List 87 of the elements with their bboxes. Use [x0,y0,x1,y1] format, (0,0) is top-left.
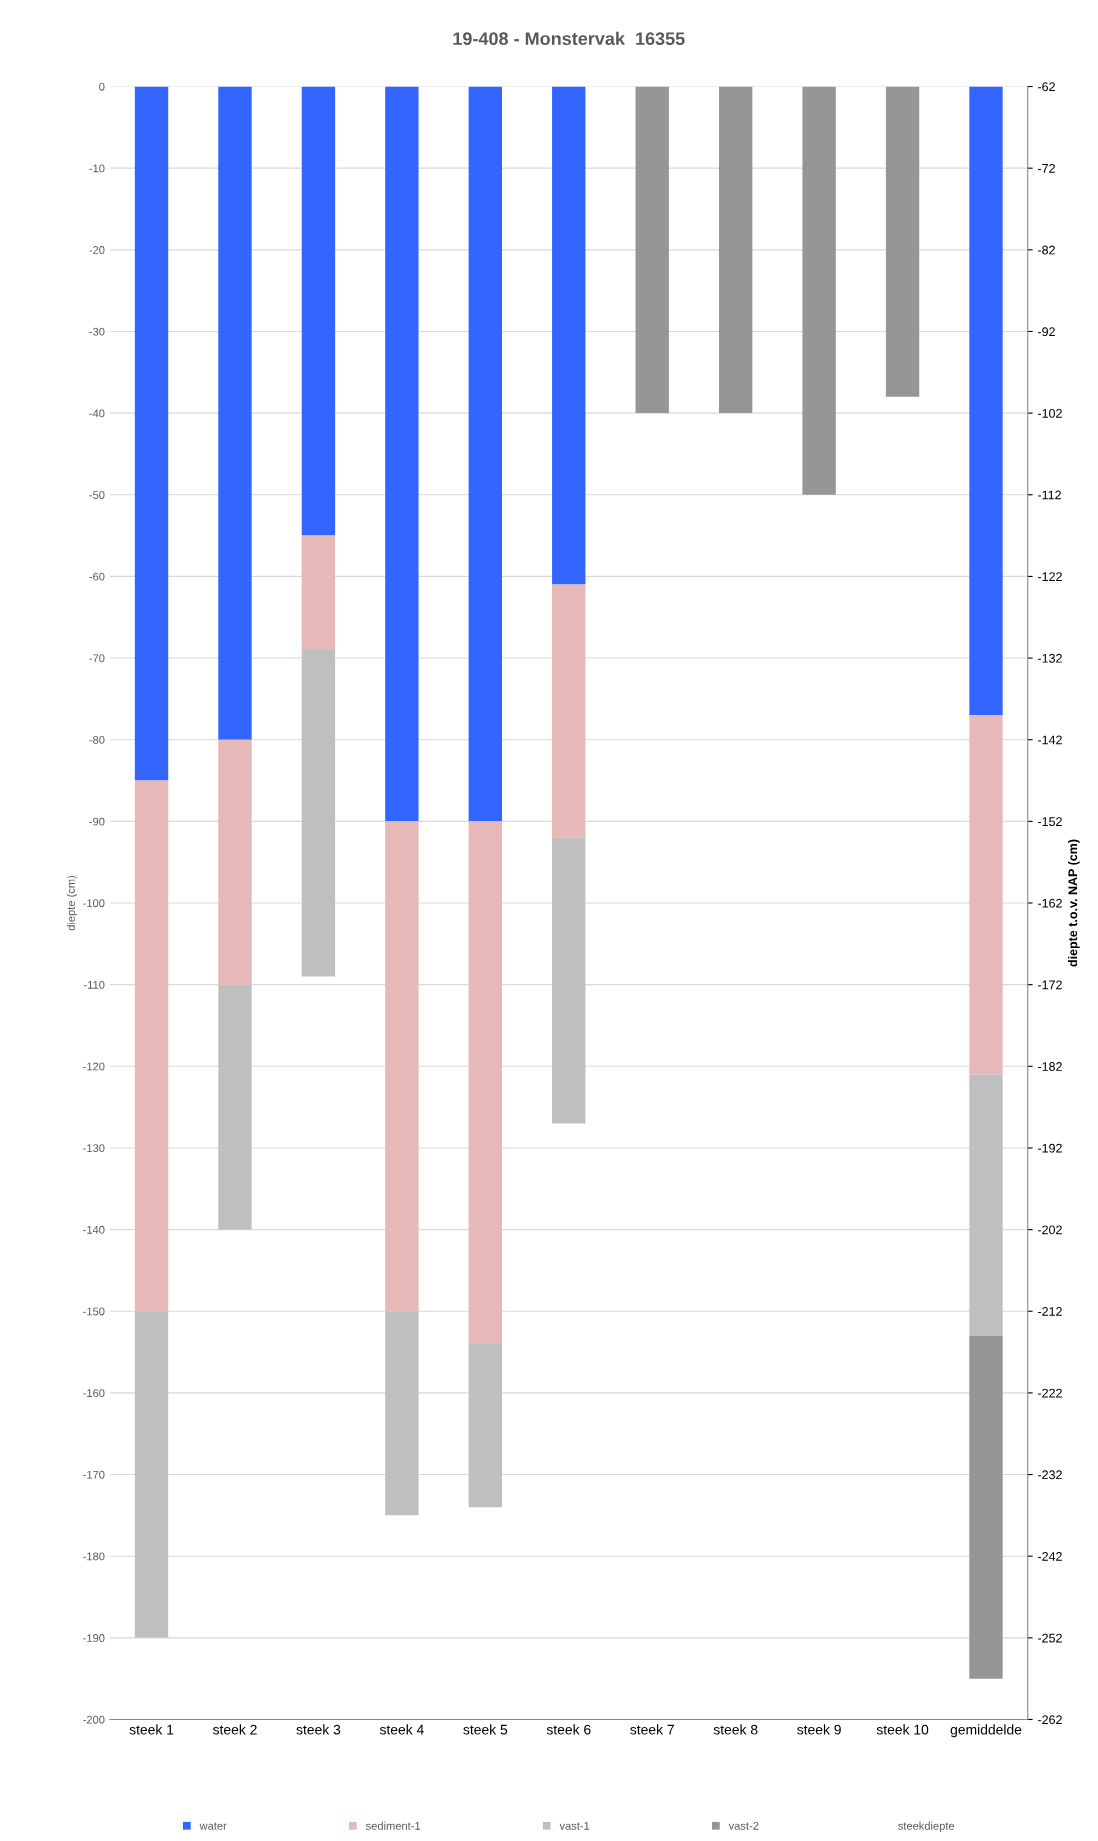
x-tick-label: steek 4 [379,1724,424,1735]
bar [218,984,252,1230]
bar [218,739,252,985]
y-tick-label: -130 [83,1144,105,1153]
text: steekdiepte [898,1821,955,1832]
y2-tick-label: -262 [1038,1715,1062,1725]
bar [468,86,503,822]
y-tick-label: -90 [89,817,105,826]
bar [134,86,169,781]
x-tick-label: steek 6 [546,1724,591,1735]
bar [301,86,336,536]
bar [468,821,503,1344]
y-tick-label: -40 [89,409,105,418]
y2-tick-label: -82 [1038,245,1055,255]
y2-tick-label: -112 [1038,490,1061,500]
bar [969,86,1003,716]
x-tick-label: steek 5 [463,1724,508,1735]
y2-tick-label: -222 [1038,1388,1062,1398]
y2-tick-label: -212 [1038,1307,1062,1316]
x-tick-label: steek 10 [876,1724,929,1735]
y-tick-label: -70 [89,654,105,663]
x-tick-label: steek 9 [797,1724,841,1735]
x-tick-label: steek 3 [296,1724,341,1735]
y2-tick-label: -192 [1038,1143,1062,1153]
y-tick-label: -60 [89,572,105,581]
bar [718,86,753,414]
x-tick-label: gemiddelde [950,1724,1022,1738]
y2-tick-label: -62 [1038,82,1055,92]
y-tick-label: -80 [89,735,105,744]
y-tick-label: -150 [83,1307,105,1316]
y-tick-label: -100 [83,899,105,908]
bar [385,1311,419,1516]
y-tick-label: -120 [83,1062,105,1071]
x-tick-label: steek 7 [630,1724,674,1735]
y-tick-label: -20 [89,246,105,254]
legend-label: vast-2 [728,1821,759,1830]
y-tick-label: -110 [84,980,105,989]
chart-title: 19-408 - Monstervak 16355 [453,31,685,46]
bar [969,715,1003,1075]
bar [552,837,586,1124]
y2-tick-label: -132 [1038,653,1062,663]
bar [468,1343,503,1508]
legend-label: vast-1 [559,1822,590,1830]
bar [134,780,169,1312]
bar [385,86,419,822]
x-tick-label: steek 8 [713,1724,758,1735]
y-tick-label: -140 [83,1225,105,1234]
y2-tick-label: -142 [1038,735,1062,745]
y2-tick-label: -152 [1038,817,1062,827]
y2-tick-label: -182 [1038,1062,1062,1071]
y-tick-label: -160 [83,1389,105,1398]
y-tick-label: -190 [83,1634,105,1642]
y-tick-label: -30 [89,327,105,336]
y2-tick-label: -72 [1038,163,1055,173]
bar [134,1311,169,1638]
y2-tick-label: -172 [1038,980,1062,990]
x-tick-label: steek 1 [129,1724,174,1735]
bar [385,821,419,1312]
bar [301,535,336,650]
y-tick-label: -180 [83,1552,105,1561]
bar [802,86,836,495]
bar [552,584,586,838]
legend-label: sediment-1 [365,1821,421,1830]
y2-tick-label: -102 [1038,408,1062,418]
y2-tick-label: -202 [1038,1225,1062,1235]
y2-tick-label: -92 [1038,327,1055,337]
y2-tick-label: -232 [1038,1470,1062,1480]
y-axis-title: diepte (cm) [66,875,78,931]
bar [552,86,586,585]
y-tick-label: -10 [89,164,105,173]
y2-tick-label: -252 [1038,1633,1062,1643]
y-tick-label: -50 [89,491,105,499]
y2-axis-title: diepte t.o.v. NAP (cm) [1068,839,1080,967]
y-tick-label: -200 [83,1715,105,1724]
bar [218,86,252,740]
bar [885,86,920,397]
bar [635,86,669,414]
y-tick-label: 0 [99,82,105,91]
y2-tick-label: -162 [1038,898,1062,908]
bar [969,1335,1003,1679]
y2-tick-label: -242 [1038,1552,1062,1561]
y-tick-label: -170 [83,1470,105,1479]
bar [969,1074,1003,1336]
x-tick-label: steek 2 [212,1724,257,1735]
bar [301,649,336,977]
y2-tick-label: -122 [1038,572,1062,581]
legend-label: water [199,1822,227,1830]
